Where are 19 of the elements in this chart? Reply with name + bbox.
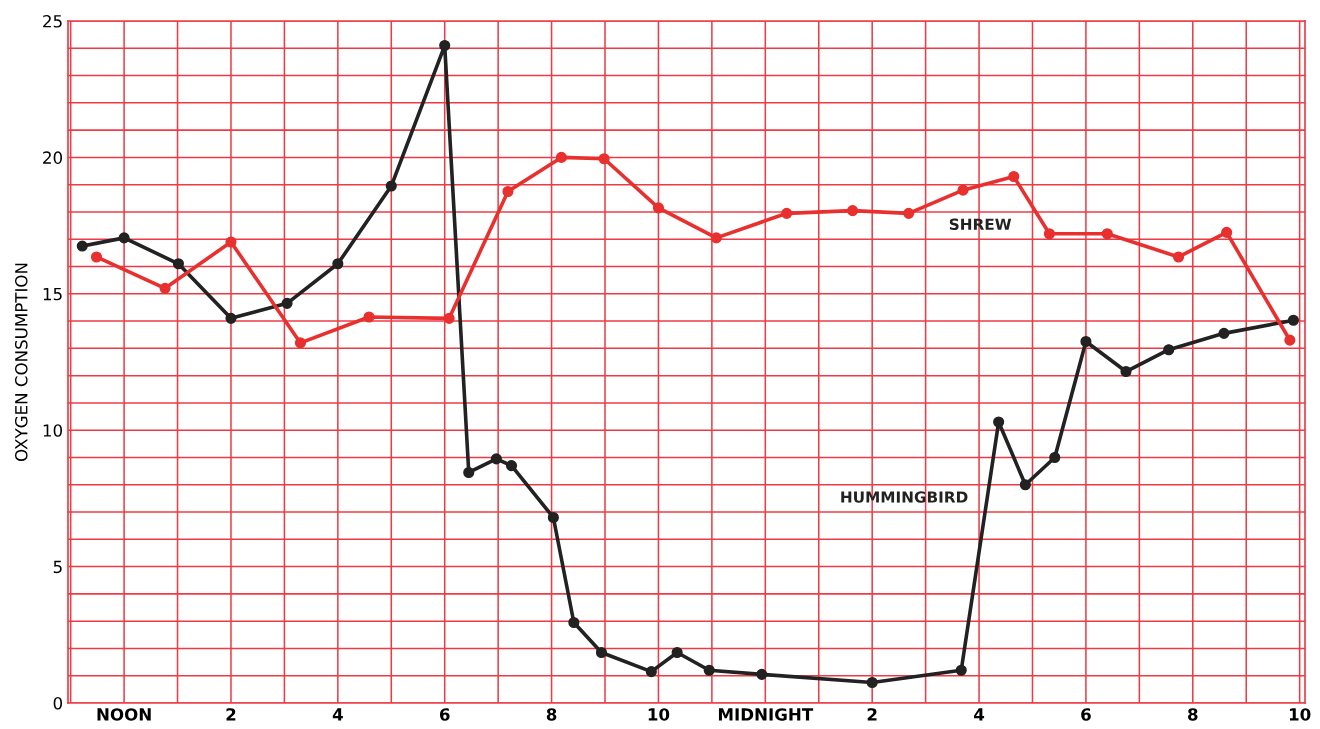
x-tick-label: 4 (974, 708, 985, 721)
y-tick-label: 25 (43, 14, 62, 28)
x-tick-label: NOON (97, 708, 151, 721)
x-tick-label: 8 (1188, 708, 1198, 721)
x-tick-label: 2 (867, 708, 877, 721)
x-tick-label: 2 (226, 708, 236, 721)
x-tick-label: 6 (1081, 708, 1091, 721)
y-tick-label: 5 (53, 560, 62, 574)
x-tick-label: 6 (439, 708, 450, 721)
y-tick-label: 15 (43, 287, 62, 301)
x-tick-label: 4 (332, 708, 343, 721)
x-tick-label: MIDNIGHT (718, 708, 814, 721)
x-tick-label: 8 (546, 708, 557, 721)
x-tick-label: 10 (1289, 708, 1311, 721)
y-tick-label: 20 (43, 151, 63, 164)
y-tick-label: 0 (53, 696, 63, 710)
x-tick-label: 10 (648, 708, 670, 721)
y-axis-title: OXYGEN CONSUMPTION (14, 263, 28, 462)
y-tick-label: 10 (43, 424, 63, 437)
